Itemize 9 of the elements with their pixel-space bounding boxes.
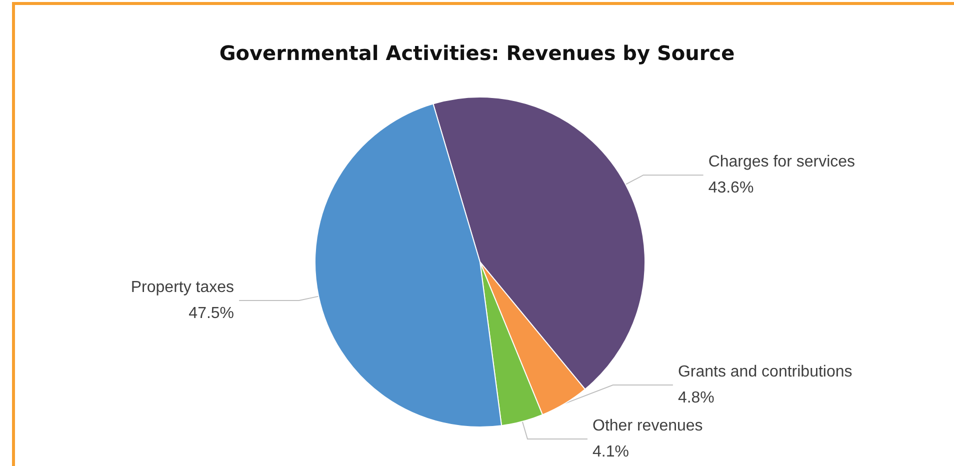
- slice-label: Grants and contributions: [678, 364, 852, 380]
- data-label: 47.5%: [188, 304, 234, 322]
- data-label: 4.1%: [592, 444, 629, 460]
- data-label: 4.8%: [678, 390, 714, 406]
- chart-title: Governmental Activities: Revenues by Source: [219, 41, 735, 65]
- slice-label: Other revenues: [592, 418, 703, 434]
- slice-label: Property taxes: [130, 278, 234, 296]
- slice-label: Charges for services: [708, 154, 856, 171]
- data-label: 43.6%: [708, 180, 754, 197]
